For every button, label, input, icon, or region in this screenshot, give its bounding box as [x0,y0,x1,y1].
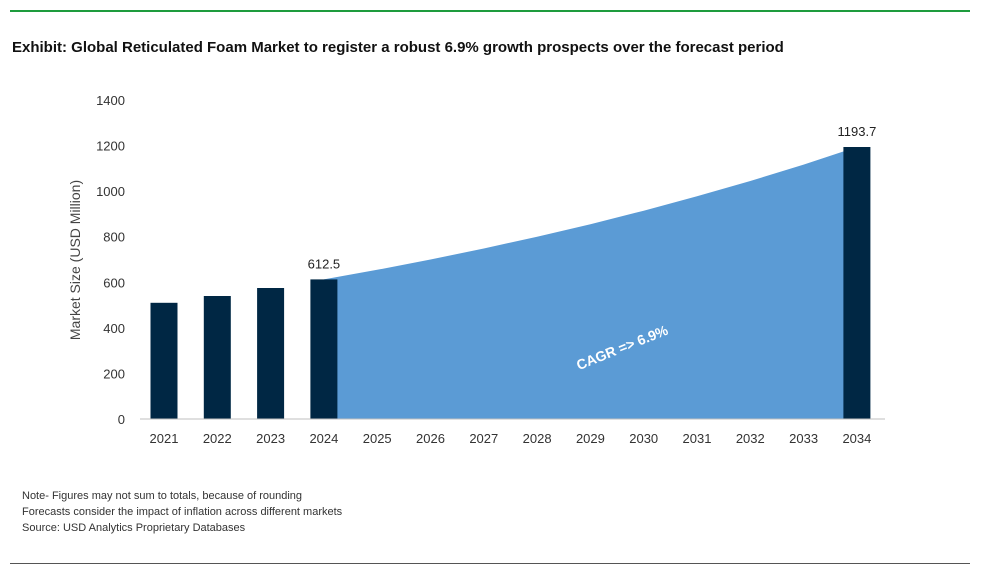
x-tick-label: 2033 [789,431,818,446]
header-rule [10,10,970,12]
bar-2021 [150,302,178,419]
footnote-rounding: Note- Figures may not sum to totals, bec… [22,490,303,502]
x-tick-label: 2022 [203,431,232,446]
y-tick-label: 1400 [96,93,125,108]
x-tick-label: 2027 [469,431,498,446]
y-tick-label: 400 [103,321,125,336]
data-label-2034: 1193.7 [838,124,877,139]
bar-2023 [257,288,285,419]
y-tick-label: 1000 [96,184,125,199]
y-tick-label: 800 [103,230,125,245]
footnote-source: Source: USD Analytics Proprietary Databa… [22,522,246,534]
footnote-inflation: Forecasts consider the impact of inflati… [22,506,343,518]
bar-2034 [843,147,871,419]
data-label-layer: 612.5 1193.7 [308,124,877,271]
x-tick-label: 2021 [150,431,179,446]
x-tick-label: 2032 [736,431,765,446]
bar-layer [150,147,871,419]
data-label-2024: 612.5 [308,256,341,271]
x-tick-label: 2025 [363,431,392,446]
footer-rule [10,563,970,564]
bar-2022 [203,296,231,419]
x-tick-label: 2034 [842,431,871,446]
x-tick-label: 2029 [576,431,605,446]
footnotes: Note- Figures may not sum to totals, bec… [22,488,342,536]
y-tick-label: 600 [103,275,125,290]
x-tick-label: 2024 [309,431,338,446]
forecast-area-layer [323,147,857,419]
x-tick-label: 2026 [416,431,445,446]
bar-2024 [310,279,338,419]
y-tick-label: 200 [103,366,125,381]
axis-layer: 0 200 400 600 800 1000 1200 1400 2021 2022 2023 202… [96,93,885,446]
x-tick-label: 2023 [256,431,285,446]
x-tick-label: 2031 [683,431,712,446]
forecast-area [323,147,857,419]
chart-title: Exhibit: Global Reticulated Foam Market … [12,39,784,56]
y-tick-label: 0 [118,412,125,427]
x-tick-label: 2028 [523,431,552,446]
y-tick-label: 1200 [96,139,125,154]
x-tick-label: 2030 [629,431,658,446]
y-axis-title: Market Size (USD Million) [67,180,83,340]
